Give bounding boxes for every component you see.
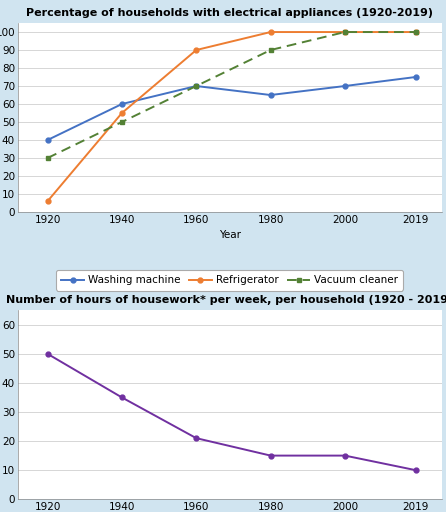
Hours per week — [268, 453, 273, 459]
Refrigerator — [268, 29, 273, 35]
Refrigerator — [119, 110, 124, 116]
Vacuum cleaner — [342, 29, 347, 35]
X-axis label: Year: Year — [219, 230, 241, 240]
Washing machine — [45, 137, 50, 143]
Refrigerator — [45, 198, 50, 204]
Line: Washing machine: Washing machine — [45, 75, 418, 142]
Line: Vacuum cleaner: Vacuum cleaner — [45, 30, 418, 160]
Washing machine — [194, 83, 199, 89]
Title: Number of hours of housework* per week, per household (1920 - 2019): Number of hours of housework* per week, … — [6, 295, 446, 305]
Vacuum cleaner — [413, 29, 418, 35]
Line: Hours per week: Hours per week — [45, 351, 418, 473]
Washing machine — [413, 74, 418, 80]
Washing machine — [342, 83, 347, 89]
Legend: Washing machine, Refrigerator, Vacuum cleaner: Washing machine, Refrigerator, Vacuum cl… — [56, 270, 404, 290]
Hours per week — [342, 453, 347, 459]
Refrigerator — [413, 29, 418, 35]
Hours per week — [45, 351, 50, 357]
Hours per week — [119, 394, 124, 400]
Refrigerator — [194, 47, 199, 53]
Hours per week — [413, 467, 418, 473]
Vacuum cleaner — [45, 155, 50, 161]
Vacuum cleaner — [119, 119, 124, 125]
Title: Percentage of households with electrical appliances (1920-2019): Percentage of households with electrical… — [26, 8, 433, 18]
Vacuum cleaner — [268, 47, 273, 53]
Hours per week — [194, 435, 199, 441]
Washing machine — [119, 101, 124, 107]
Line: Refrigerator: Refrigerator — [45, 30, 418, 204]
Refrigerator — [342, 29, 347, 35]
Washing machine — [268, 92, 273, 98]
Vacuum cleaner — [194, 83, 199, 89]
